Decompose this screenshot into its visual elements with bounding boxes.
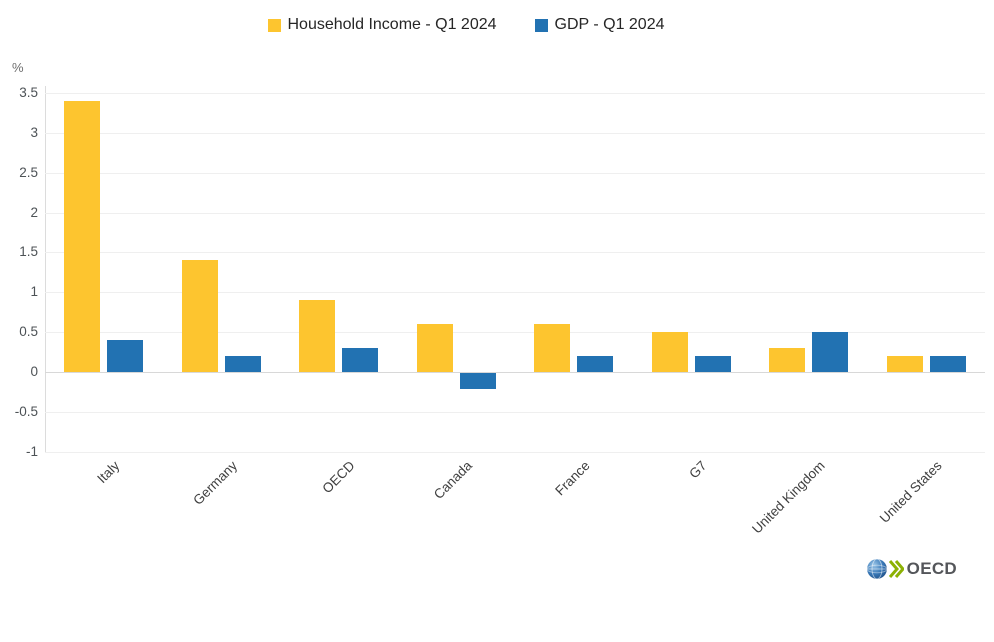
- oecd-logo-text: OECD: [906, 559, 957, 578]
- gridline: [45, 133, 985, 134]
- x-axis-label: United States: [876, 458, 945, 526]
- x-axis-label: Germany: [189, 458, 240, 508]
- bar-gdp-g7[interactable]: [694, 356, 731, 372]
- gridline: [45, 452, 985, 453]
- gridline: [45, 332, 985, 333]
- bar-household-france[interactable]: [534, 324, 571, 372]
- bar-household-canada[interactable]: [416, 324, 453, 372]
- legend-label-gdp: GDP - Q1 2024: [554, 16, 665, 33]
- oecd-globe-icon: [866, 558, 888, 580]
- gridline: [45, 173, 985, 174]
- y-axis-tick-label: -0.5: [14, 404, 38, 419]
- legend-item-household-income[interactable]: Household Income - Q1 2024: [267, 16, 497, 34]
- y-axis-tick-label: 3: [30, 125, 38, 140]
- bar-gdp-germany[interactable]: [224, 356, 261, 372]
- bar-household-united-states[interactable]: [886, 356, 923, 372]
- oecd-logo: OECD: [866, 558, 957, 580]
- y-axis-line: [45, 86, 46, 452]
- x-axis-label: France: [552, 458, 593, 499]
- bar-household-germany[interactable]: [181, 260, 218, 372]
- bar-gdp-united-states[interactable]: [929, 356, 966, 372]
- bar-gdp-united-kingdom[interactable]: [812, 332, 849, 372]
- gridline: [45, 412, 985, 413]
- legend-label-household-income: Household Income - Q1 2024: [287, 16, 497, 33]
- gridline: [45, 252, 985, 253]
- gridline: [45, 292, 985, 293]
- gridline: [45, 213, 985, 214]
- x-axis-label: OECD: [319, 458, 358, 497]
- chart-legend: Household Income - Q1 2024 GDP - Q1 2024: [0, 16, 963, 34]
- x-axis-label: Italy: [94, 458, 123, 487]
- bar-gdp-canada[interactable]: [459, 373, 496, 389]
- legend-swatch-gdp: [534, 18, 548, 32]
- bar-household-oecd[interactable]: [299, 300, 336, 372]
- bar-gdp-france[interactable]: [577, 356, 614, 372]
- bar-household-g7[interactable]: [651, 332, 688, 372]
- gridline: [45, 372, 985, 373]
- gridline: [45, 93, 985, 94]
- bar-gdp-italy[interactable]: [107, 340, 144, 372]
- legend-item-gdp[interactable]: GDP - Q1 2024: [534, 16, 665, 34]
- bar-gdp-oecd[interactable]: [342, 348, 379, 372]
- y-axis-tick-label: 0: [30, 364, 38, 379]
- y-axis-tick-label: -1: [25, 444, 38, 459]
- legend-swatch-household-income: [267, 18, 281, 32]
- y-axis-tick-label: 3.5: [19, 85, 38, 100]
- bar-household-italy[interactable]: [64, 101, 101, 372]
- y-axis-tick-label: 1.5: [19, 244, 38, 259]
- y-axis-unit-label: %: [12, 60, 24, 75]
- double-chevron-icon: [888, 560, 904, 578]
- bar-household-united-kingdom[interactable]: [769, 348, 806, 372]
- y-axis-tick-label: 2: [30, 205, 38, 220]
- y-axis-tick-label: 2.5: [19, 165, 38, 180]
- y-axis-tick-label: 0.5: [19, 324, 38, 339]
- x-axis-label: Canada: [430, 458, 475, 503]
- x-axis-label: United Kingdom: [748, 458, 828, 537]
- y-axis-tick-label: 1: [30, 284, 38, 299]
- x-axis-label: G7: [686, 458, 710, 482]
